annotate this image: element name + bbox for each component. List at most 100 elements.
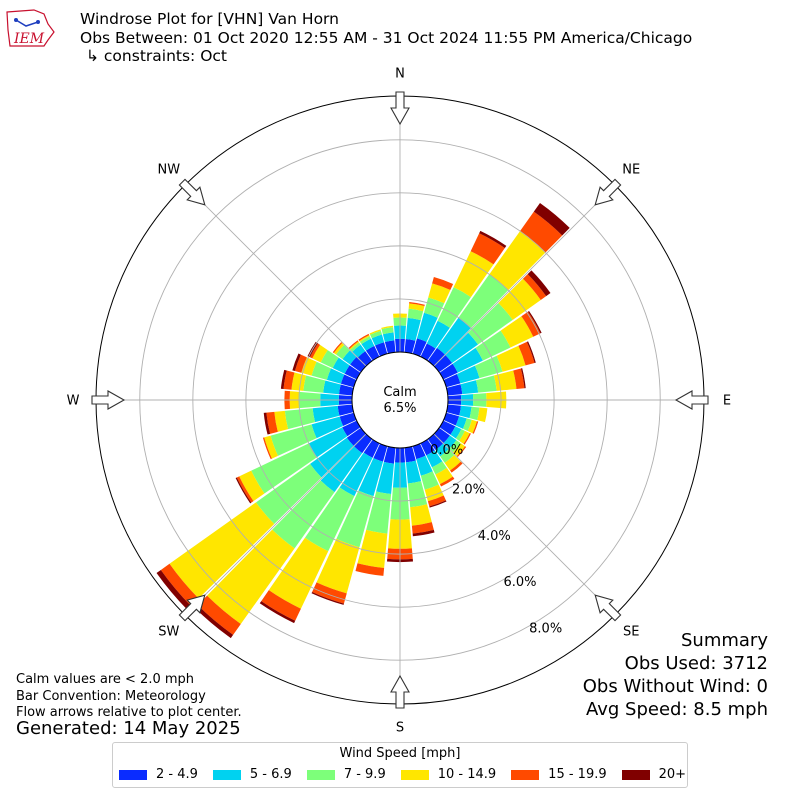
wind-bar-segment: [259, 601, 296, 624]
wind-bar-segment: [349, 341, 360, 350]
wind-bar-segment: [410, 504, 432, 526]
wind-bar-segment: [446, 404, 461, 416]
wind-bar-segment: [294, 354, 307, 373]
wind-bar-segment: [427, 434, 444, 450]
wind-bar-segment: [432, 276, 454, 291]
wind-bar-segment: [169, 502, 275, 599]
wind-bar-segment: [342, 420, 361, 437]
wind-bar-segment: [520, 211, 563, 253]
wind-bar-segment: [160, 563, 199, 607]
wind-bar-segment: [264, 435, 278, 459]
flow-arrow-icon: [178, 594, 206, 622]
wind-bar-segment: [416, 455, 433, 476]
chart-title: Windrose Plot for [VHN] Van Horn: [80, 10, 339, 28]
wind-bar-segment: [439, 476, 455, 487]
wind-bar-segment: [475, 355, 503, 379]
wind-bar-segment: [333, 343, 345, 355]
wind-bar-segment: [443, 373, 461, 388]
wind-bar-segment: [383, 446, 396, 464]
wind-bar-segment: [272, 480, 335, 549]
legend-entry: 15 - 19.9: [511, 767, 607, 782]
wind-bar-segment: [489, 231, 546, 291]
wind-bar-segment: [363, 439, 380, 458]
direction-spoke: [184, 433, 367, 616]
wind-bar-segment: [496, 345, 526, 372]
direction-label: S: [396, 721, 404, 736]
wind-bar-segment: [440, 449, 455, 463]
wind-bar-segment: [274, 410, 289, 432]
wind-bar-segment: [381, 325, 394, 330]
wind-bar-segment: [369, 329, 381, 335]
legend-items: 2 - 4.9 5 - 6.9 7 - 9.9 10 - 14.9 15 - 19.9 2…: [119, 767, 701, 782]
wind-bar-segment: [358, 333, 370, 341]
chart-subtitle: Obs Between: 01 Oct 2020 12:55 AM - 31 O…: [80, 29, 693, 47]
wind-bar-segment: [527, 270, 551, 297]
wind-bar-segment: [268, 537, 329, 609]
bar-convention-note: Bar Convention: Meteorology: [16, 689, 206, 704]
wind-bar-segment: [434, 355, 453, 373]
direction-label: E: [723, 394, 731, 409]
radial-tick-label: 6.0%: [503, 575, 536, 590]
wind-bar-segment: [412, 529, 435, 537]
legend-label: 20+: [658, 767, 687, 782]
wind-bar-segment: [350, 356, 366, 373]
legend-entry: 2 - 4.9: [119, 767, 198, 782]
wind-bar-segment: [527, 310, 542, 334]
calm-note: Calm values are < 2.0 mph: [16, 672, 195, 687]
wind-bar-segment: [427, 495, 446, 507]
wind-bar-segment: [434, 427, 450, 444]
wind-bar-segment: [522, 274, 547, 300]
wind-bar-segment: [475, 330, 511, 361]
legend-title: Wind Speed [mph]: [339, 746, 461, 761]
flow-note: Flow arrows relative to plot center.: [16, 705, 242, 720]
wind-bar-segment: [443, 435, 457, 449]
wind-bar-segment: [407, 308, 424, 321]
wind-bar-segment: [197, 595, 241, 635]
wind-bar-segment: [453, 443, 466, 457]
flow-arrow-icon: [178, 178, 206, 206]
wind-bar-segment: [266, 411, 278, 434]
direction-label: SW: [158, 625, 179, 640]
wind-bar-segment: [426, 320, 450, 349]
wind-bar-segment: [460, 380, 479, 395]
wind-bar-segment: [326, 368, 345, 384]
wind-bar-segment: [336, 344, 350, 360]
wind-bar-segment: [358, 458, 384, 497]
wind-bar-segment: [420, 471, 439, 490]
wind-bar-segment: [428, 283, 451, 304]
wind-bar-segment: [312, 344, 328, 363]
wind-bar-segment: [455, 429, 465, 441]
radial-tick-label: 2.0%: [452, 482, 485, 497]
constraint-line: ↳ constraints: Oct: [86, 47, 227, 65]
wind-bar-segment: [236, 476, 254, 503]
wind-bar-segment: [456, 365, 480, 384]
wind-bar-segment: [339, 452, 373, 497]
wind-bar-segment: [493, 370, 517, 391]
wind-bar-segment: [498, 278, 541, 320]
wind-bar-segment: [416, 312, 438, 342]
flow-arrow-icon: [390, 674, 410, 709]
wind-bar-segment: [375, 342, 388, 357]
wind-bar-segment: [357, 351, 373, 366]
wind-bar-segment: [435, 443, 449, 457]
wind-bar-segment: [526, 341, 536, 363]
wind-bar-segment: [411, 522, 434, 534]
wind-bar-segment: [339, 384, 354, 396]
wind-bar-segment: [444, 454, 461, 471]
wind-bar-segment: [533, 203, 570, 236]
legend-swatch: [119, 769, 147, 780]
wind-bar-segment: [323, 380, 341, 395]
wind-bar-segment: [340, 374, 357, 388]
wind-bar-segment: [370, 330, 382, 339]
wind-bar-segment: [311, 416, 344, 439]
wind-bar-segment: [500, 316, 534, 348]
wind-bar-segment: [337, 404, 354, 416]
wind-bar-segment: [311, 591, 344, 605]
wind-bar-segment: [450, 461, 463, 473]
wind-bar-segment: [310, 437, 354, 478]
wind-bar-segment: [301, 357, 317, 376]
wind-bar-segment: [320, 350, 339, 369]
summary-avg-speed: Avg Speed: 8.5 mph: [586, 699, 768, 720]
wind-bar-segment: [332, 342, 343, 353]
